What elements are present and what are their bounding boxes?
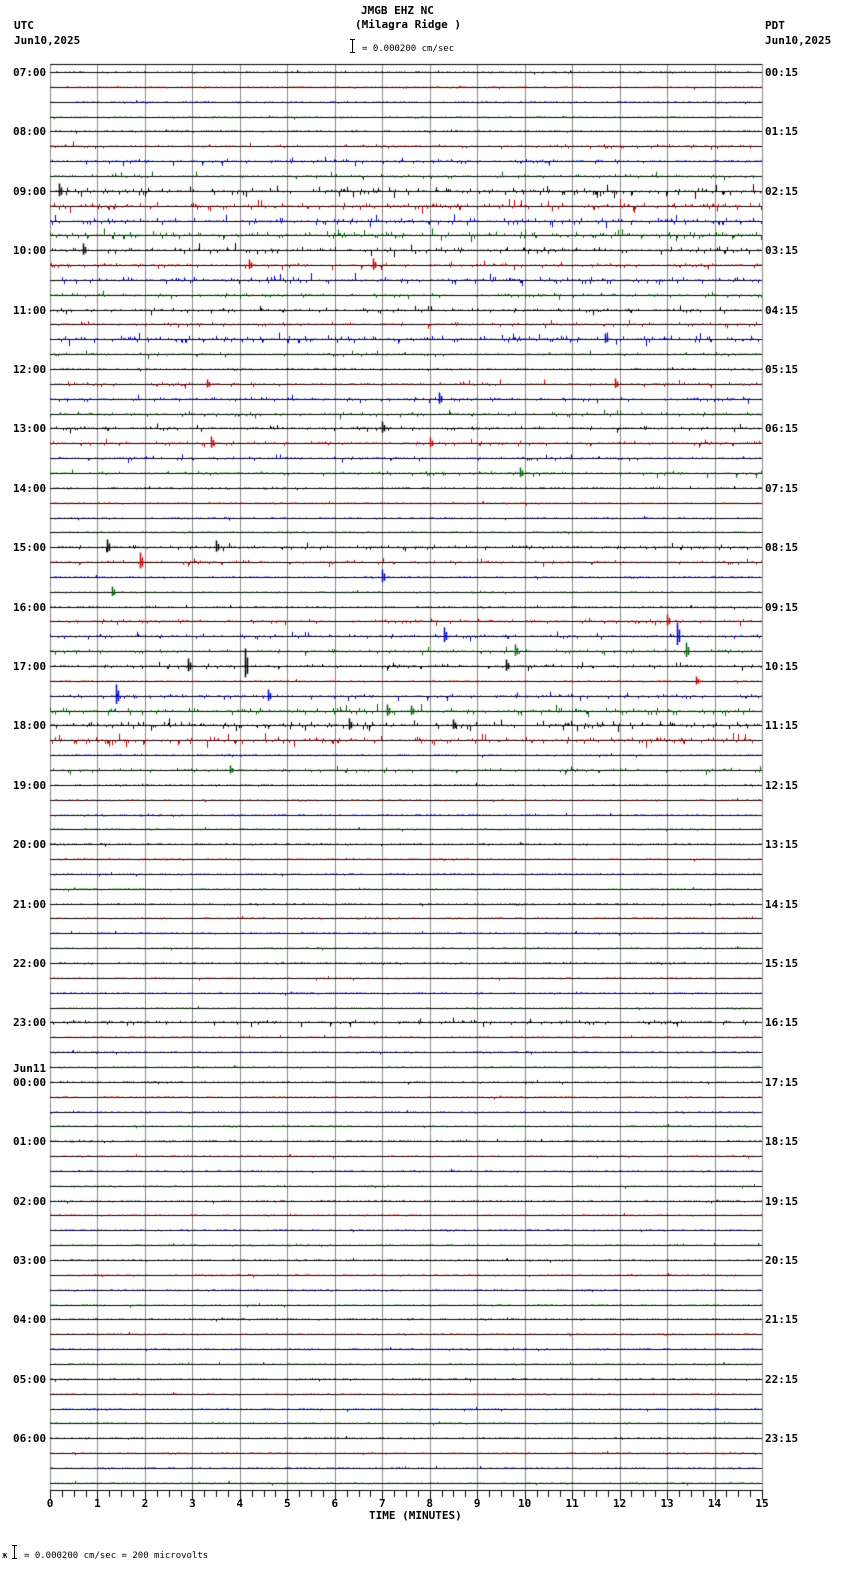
x-tick-label: 9 — [473, 1497, 481, 1510]
utc-hour-label: 02:00 — [13, 1194, 47, 1208]
utc-hour-label: 10:00 — [13, 244, 47, 258]
pdt-hour-label: 03:15 — [765, 244, 799, 258]
utc-hour-label: 21:00 — [13, 897, 47, 911]
utc-hour-label: 01:00 — [13, 1135, 47, 1149]
utc-hour-label: 23:00 — [13, 1016, 47, 1030]
x-tick-label: 2 — [141, 1497, 149, 1510]
pdt-hour-label: 13:15 — [765, 838, 799, 852]
utc-hour-label: 15:00 — [13, 541, 47, 555]
pdt-hour-label: 16:15 — [765, 1016, 799, 1030]
pdt-hour-label: 05:15 — [765, 363, 799, 376]
utc-hour-label: 06:00 — [13, 1432, 47, 1446]
utc-hour-label: 04:00 — [13, 1313, 47, 1327]
x-tick-label: 4 — [236, 1497, 244, 1510]
pdt-hour-label: 07:15 — [765, 481, 799, 495]
footer-scale-text: = 0.000200 cm/sec = 200 microvolts — [24, 1551, 209, 1561]
pdt-hour-label: 15:15 — [765, 957, 799, 970]
utc-hour-label: 22:00 — [13, 957, 47, 970]
utc-hour-label: 08:00 — [13, 125, 47, 139]
utc-hour-label: 03:00 — [13, 1254, 47, 1267]
x-tick-label: 3 — [189, 1497, 196, 1510]
pdt-hour-label: 11:15 — [765, 719, 799, 733]
pdt-hour-label: 00:15 — [765, 66, 799, 79]
pdt-hour-label: 09:15 — [765, 600, 799, 614]
utc-hour-label: 09:00 — [13, 184, 47, 198]
utc-hour-label: 14:00 — [13, 481, 47, 495]
pdt-hour-label: 17:15 — [765, 1075, 799, 1089]
pdt-hour-label: 01:15 — [765, 125, 799, 139]
pdt-hour-label: 12:15 — [765, 778, 799, 792]
x-tick-label: 7 — [378, 1497, 386, 1510]
utc-hour-label: 11:00 — [13, 303, 47, 317]
utc-hour-label: 19:00 — [13, 778, 47, 792]
pdt-hour-label: 10:15 — [765, 660, 799, 673]
pdt-hour-label: 14:15 — [765, 897, 799, 911]
pdt-hour-label: 22:15 — [765, 1372, 799, 1386]
pdt-hour-label: 18:15 — [765, 1135, 799, 1149]
pdt-hour-label: 19:15 — [765, 1194, 799, 1208]
utc-hour-label: 18:00 — [13, 719, 47, 733]
utc-hour-label: 05:00 — [13, 1372, 47, 1386]
utc-hour-label: 20:00 — [13, 838, 47, 852]
utc-hour-label: 07:00 — [13, 66, 47, 79]
x-tick-label: 5 — [284, 1497, 291, 1510]
utc-date-label: Jun11 — [13, 1061, 47, 1075]
utc-hour-label: 13:00 — [13, 422, 47, 436]
x-tick-label: 8 — [426, 1497, 434, 1510]
footer-scale-bar-icon — [12, 1545, 20, 1559]
x-tick-label: 14 — [707, 1497, 722, 1510]
pdt-hour-label: 20:15 — [765, 1254, 799, 1267]
x-tick-label: 10 — [518, 1497, 532, 1510]
utc-hour-label: 16:00 — [13, 600, 47, 614]
pdt-hour-label: 23:15 — [765, 1432, 799, 1446]
utc-hour-label: 17:00 — [13, 660, 47, 673]
pdt-hour-label: 04:15 — [765, 303, 799, 317]
utc-hour-label: 00:00 — [13, 1075, 47, 1089]
x-tick-label: 12 — [612, 1497, 627, 1510]
x-axis-label: TIME (MINUTES) — [369, 1509, 462, 1522]
x-tick-label: 11 — [565, 1497, 579, 1510]
pdt-hour-label: 08:15 — [765, 541, 799, 555]
x-tick-label: 13 — [660, 1497, 674, 1510]
pdt-hour-label: 02:15 — [765, 184, 799, 198]
x-tick-label: 6 — [331, 1497, 339, 1510]
pdt-hour-label: 21:15 — [765, 1313, 799, 1327]
x-tick-label: 0 — [46, 1497, 54, 1510]
pdt-hour-label: 06:15 — [765, 422, 799, 436]
footer-marker: ж — [2, 1551, 8, 1561]
utc-hour-label: 12:00 — [13, 363, 47, 376]
x-tick-label: 1 — [94, 1497, 101, 1510]
x-tick-label: 15 — [755, 1497, 769, 1510]
